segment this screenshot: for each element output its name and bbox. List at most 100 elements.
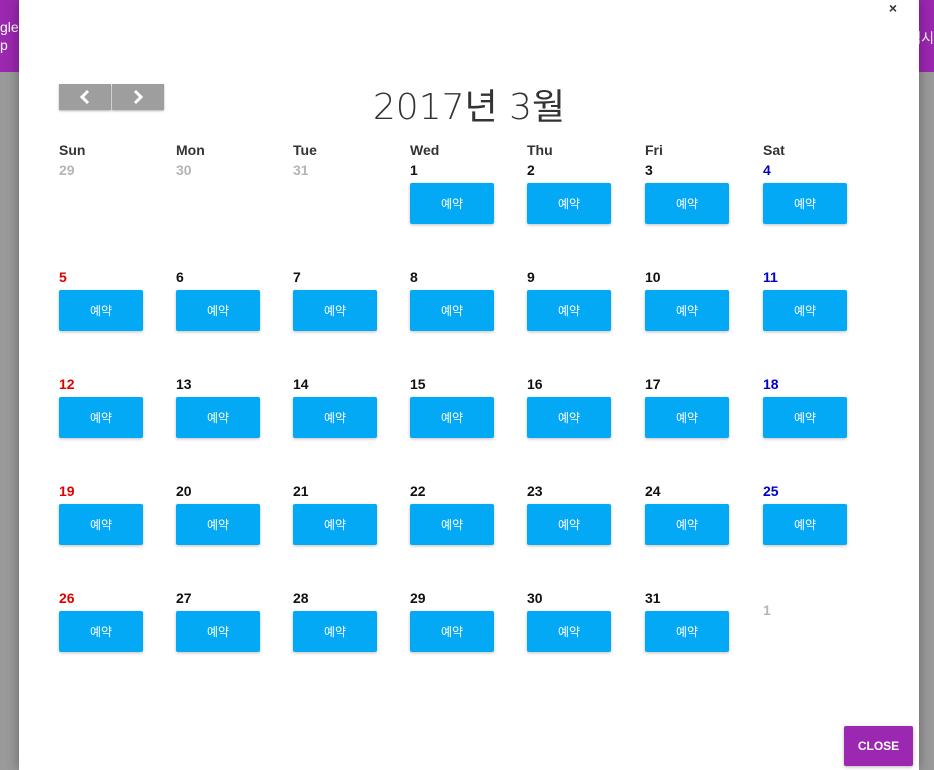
day-number: 9 bbox=[527, 269, 535, 285]
day-number: 21 bbox=[293, 483, 309, 499]
calendar-day: 27 예약 bbox=[176, 590, 286, 690]
calendar-modal: × 2017년 3월 Sun Mon Tue Wed Thu Fri Sat 2… bbox=[19, 0, 919, 770]
calendar-day: 25 예약 bbox=[763, 483, 873, 583]
day-number: 1 bbox=[410, 162, 418, 178]
calendar-day: 26 예약 bbox=[59, 590, 169, 690]
reserve-button[interactable]: 예약 bbox=[59, 290, 143, 331]
day-number: 24 bbox=[645, 483, 661, 499]
calendar-day: 5 예약 bbox=[59, 269, 169, 369]
day-number: 6 bbox=[176, 269, 184, 285]
day-number: 30 bbox=[527, 590, 543, 606]
calendar-day: 16 예약 bbox=[527, 376, 637, 476]
reserve-button[interactable]: 예약 bbox=[527, 183, 611, 224]
chevron-right-icon bbox=[133, 89, 144, 105]
calendar-day: 15 예약 bbox=[410, 376, 520, 476]
day-number: 4 bbox=[763, 162, 771, 178]
reserve-button[interactable]: 예약 bbox=[645, 183, 729, 224]
calendar-day: 29 bbox=[59, 162, 169, 262]
calendar-day: 31 bbox=[293, 162, 403, 262]
day-number: 1 bbox=[763, 602, 771, 618]
reserve-button[interactable]: 예약 bbox=[176, 504, 260, 545]
calendar-day: 6 예약 bbox=[176, 269, 286, 369]
weekday-thu: Thu bbox=[527, 142, 553, 158]
reserve-button[interactable]: 예약 bbox=[410, 504, 494, 545]
reserve-button[interactable]: 예약 bbox=[410, 290, 494, 331]
reserve-button[interactable]: 예약 bbox=[293, 290, 377, 331]
reserve-button[interactable]: 예약 bbox=[293, 611, 377, 652]
calendar-day: 29 예약 bbox=[410, 590, 520, 690]
day-number: 31 bbox=[293, 162, 309, 178]
reserve-button[interactable]: 예약 bbox=[527, 290, 611, 331]
reserve-button[interactable]: 예약 bbox=[763, 504, 847, 545]
reserve-button[interactable]: 예약 bbox=[293, 397, 377, 438]
day-number: 29 bbox=[59, 162, 75, 178]
calendar-day: 1 bbox=[763, 602, 873, 702]
day-number: 14 bbox=[293, 376, 309, 392]
reserve-button[interactable]: 예약 bbox=[410, 397, 494, 438]
reserve-button[interactable]: 예약 bbox=[645, 290, 729, 331]
reserve-button[interactable]: 예약 bbox=[410, 183, 494, 224]
reserve-button[interactable]: 예약 bbox=[59, 504, 143, 545]
reserve-button[interactable]: 예약 bbox=[527, 397, 611, 438]
day-number: 16 bbox=[527, 376, 543, 392]
calendar-day: 30 bbox=[176, 162, 286, 262]
reserve-button[interactable]: 예약 bbox=[763, 183, 847, 224]
calendar-day: 4 예약 bbox=[763, 162, 873, 262]
day-number: 31 bbox=[645, 590, 661, 606]
next-month-button[interactable] bbox=[112, 84, 164, 110]
reserve-button[interactable]: 예약 bbox=[527, 611, 611, 652]
day-number: 27 bbox=[176, 590, 192, 606]
close-icon[interactable]: × bbox=[888, 0, 897, 16]
day-number: 2 bbox=[527, 162, 535, 178]
reserve-button[interactable]: 예약 bbox=[410, 611, 494, 652]
reserve-button[interactable]: 예약 bbox=[176, 611, 260, 652]
calendar-day: 1 예약 bbox=[410, 162, 520, 262]
day-number: 28 bbox=[293, 590, 309, 606]
day-number: 29 bbox=[410, 590, 426, 606]
day-number: 18 bbox=[763, 376, 779, 392]
prev-month-button[interactable] bbox=[59, 84, 111, 110]
calendar-day: 23 예약 bbox=[527, 483, 637, 583]
calendar-day: 17 예약 bbox=[645, 376, 755, 476]
reserve-button[interactable]: 예약 bbox=[527, 504, 611, 545]
calendar-day: 13 예약 bbox=[176, 376, 286, 476]
calendar-day: 18 예약 bbox=[763, 376, 873, 476]
calendar-day: 2 예약 bbox=[527, 162, 637, 262]
weekday-wed: Wed bbox=[410, 142, 440, 158]
reserve-button[interactable]: 예약 bbox=[645, 397, 729, 438]
reserve-button[interactable]: 예약 bbox=[763, 397, 847, 438]
reserve-button[interactable]: 예약 bbox=[176, 290, 260, 331]
reserve-button[interactable]: 예약 bbox=[176, 397, 260, 438]
day-number: 5 bbox=[59, 269, 67, 285]
calendar-day: 22 예약 bbox=[410, 483, 520, 583]
reserve-button[interactable]: 예약 bbox=[293, 504, 377, 545]
calendar-day: 19 예약 bbox=[59, 483, 169, 583]
day-number: 17 bbox=[645, 376, 661, 392]
weekday-sat: Sat bbox=[763, 142, 785, 158]
weekday-mon: Mon bbox=[176, 142, 205, 158]
day-number: 26 bbox=[59, 590, 75, 606]
reserve-button[interactable]: 예약 bbox=[645, 504, 729, 545]
calendar-day: 7 예약 bbox=[293, 269, 403, 369]
month-navigation bbox=[59, 84, 164, 110]
weekday-fri: Fri bbox=[645, 142, 663, 158]
day-number: 10 bbox=[645, 269, 661, 285]
calendar-day: 14 예약 bbox=[293, 376, 403, 476]
calendar-day: 20 예약 bbox=[176, 483, 286, 583]
day-number: 12 bbox=[59, 376, 75, 392]
month-title: 2017년 3월 bbox=[372, 87, 566, 128]
day-number: 3 bbox=[645, 162, 653, 178]
calendar-day: 21 예약 bbox=[293, 483, 403, 583]
calendar-day: 8 예약 bbox=[410, 269, 520, 369]
day-number: 23 bbox=[527, 483, 543, 499]
day-number: 30 bbox=[176, 162, 192, 178]
reserve-button[interactable]: 예약 bbox=[59, 397, 143, 438]
reserve-button[interactable]: 예약 bbox=[763, 290, 847, 331]
calendar-day: 30 예약 bbox=[527, 590, 637, 690]
close-button[interactable]: CLOSE bbox=[844, 726, 913, 766]
reserve-button[interactable]: 예약 bbox=[59, 611, 143, 652]
reserve-button[interactable]: 예약 bbox=[645, 611, 729, 652]
calendar-day: 9 예약 bbox=[527, 269, 637, 369]
background-header-text-left: gle p bbox=[0, 19, 19, 53]
day-number: 19 bbox=[59, 483, 75, 499]
